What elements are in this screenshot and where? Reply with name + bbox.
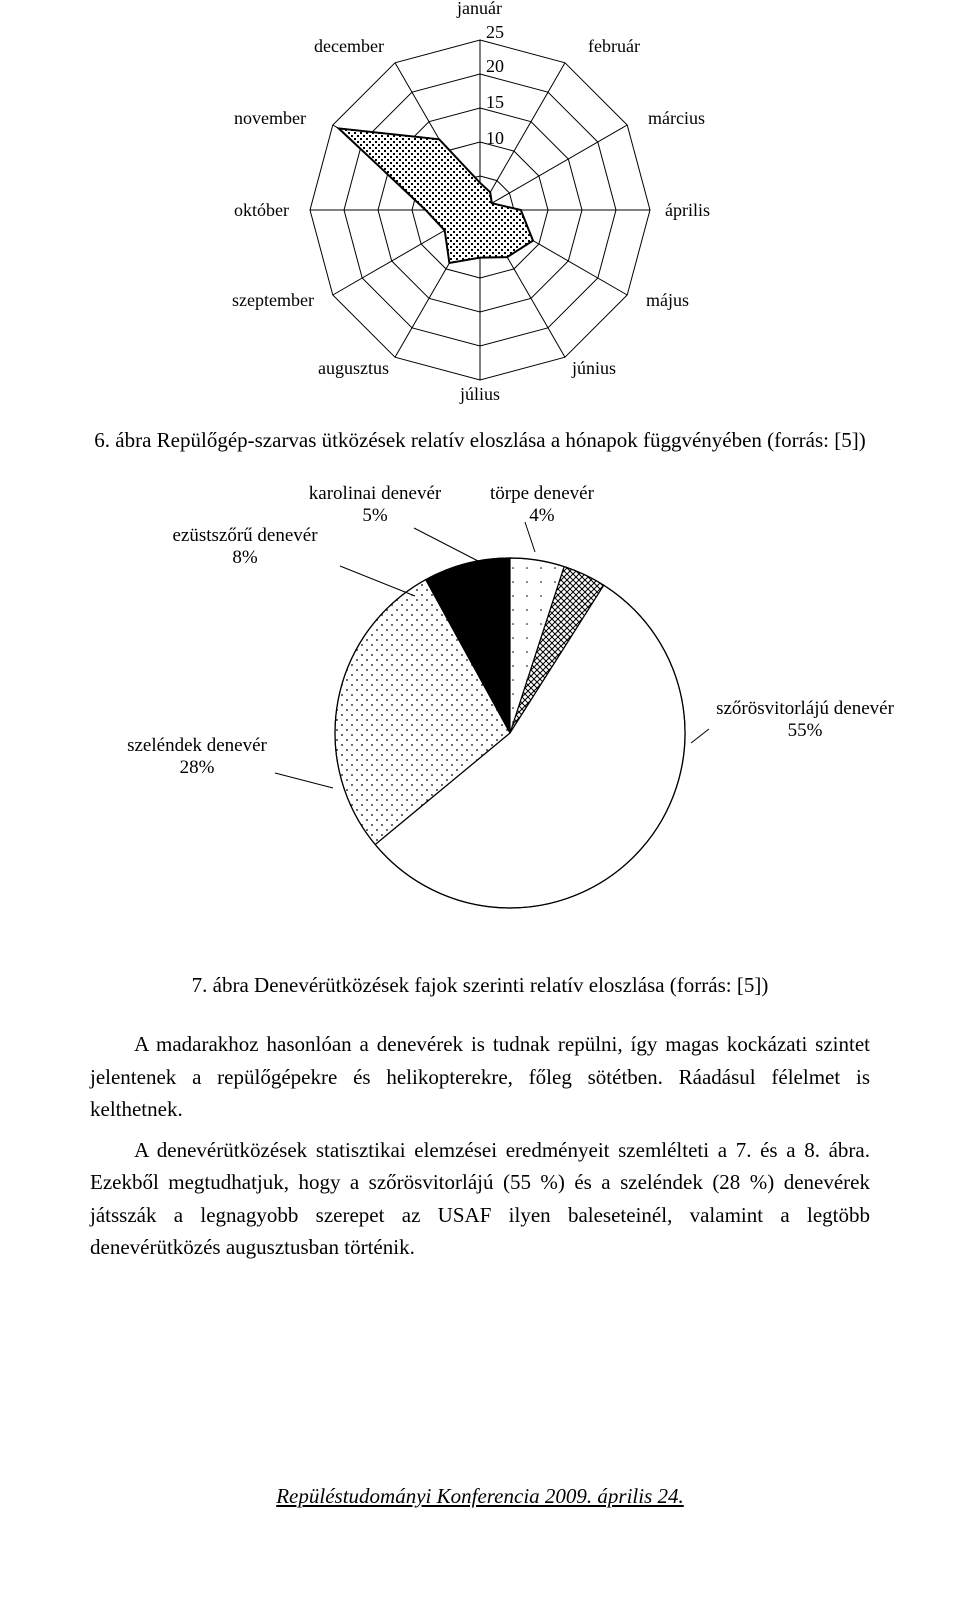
radar-axis-label: szeptember [232, 290, 314, 311]
pie-label-szoros: szőrösvitorlájú denevér55% [710, 698, 900, 742]
radar-axis-label: június [572, 358, 616, 379]
radar-caption: 6. ábra Repülőgép-szarvas ütközések rela… [90, 428, 870, 453]
paragraph-1: A madarakhoz hasonlóan a denevérek is tu… [90, 1028, 870, 1126]
pie-label-szelendek: szeléndek denevér28% [122, 735, 272, 779]
paragraph-2: A denevérütközések statisztikai elemzése… [90, 1134, 870, 1264]
radar-tick: 10 [486, 128, 504, 149]
radar-tick: 20 [486, 56, 504, 77]
radar-axis-label: augusztus [318, 358, 389, 379]
pie-label-torpe: törpe denevér4% [490, 483, 594, 527]
radar-axis-label: május [646, 290, 689, 311]
pie-label-karolinai: karolinai denevér5% [300, 483, 450, 527]
pie-chart: törpe denevér4% szőrösvitorlájú denevér5… [90, 483, 870, 943]
footer: Repüléstudományi Konferencia 2009. ápril… [90, 1484, 870, 1539]
radar-axis-label: november [234, 108, 306, 129]
pie-caption: 7. ábra Denevérütközések fajok szerinti … [90, 973, 870, 998]
radar-axis-label: február [588, 36, 640, 57]
radar-axis-label: április [665, 200, 710, 221]
radar-axis-label: december [314, 36, 384, 57]
radar-tick: 15 [486, 92, 504, 113]
radar-axis-label: július [460, 384, 500, 405]
pie-label-ezust: ezüstszőrű denevér8% [160, 525, 330, 569]
radar-axis-label: október [234, 200, 289, 221]
radar-chart: január február március április május jún… [220, 0, 740, 410]
radar-axis-label: január [457, 0, 502, 19]
radar-axis-label: március [648, 108, 705, 129]
radar-tick: 25 [486, 22, 504, 43]
